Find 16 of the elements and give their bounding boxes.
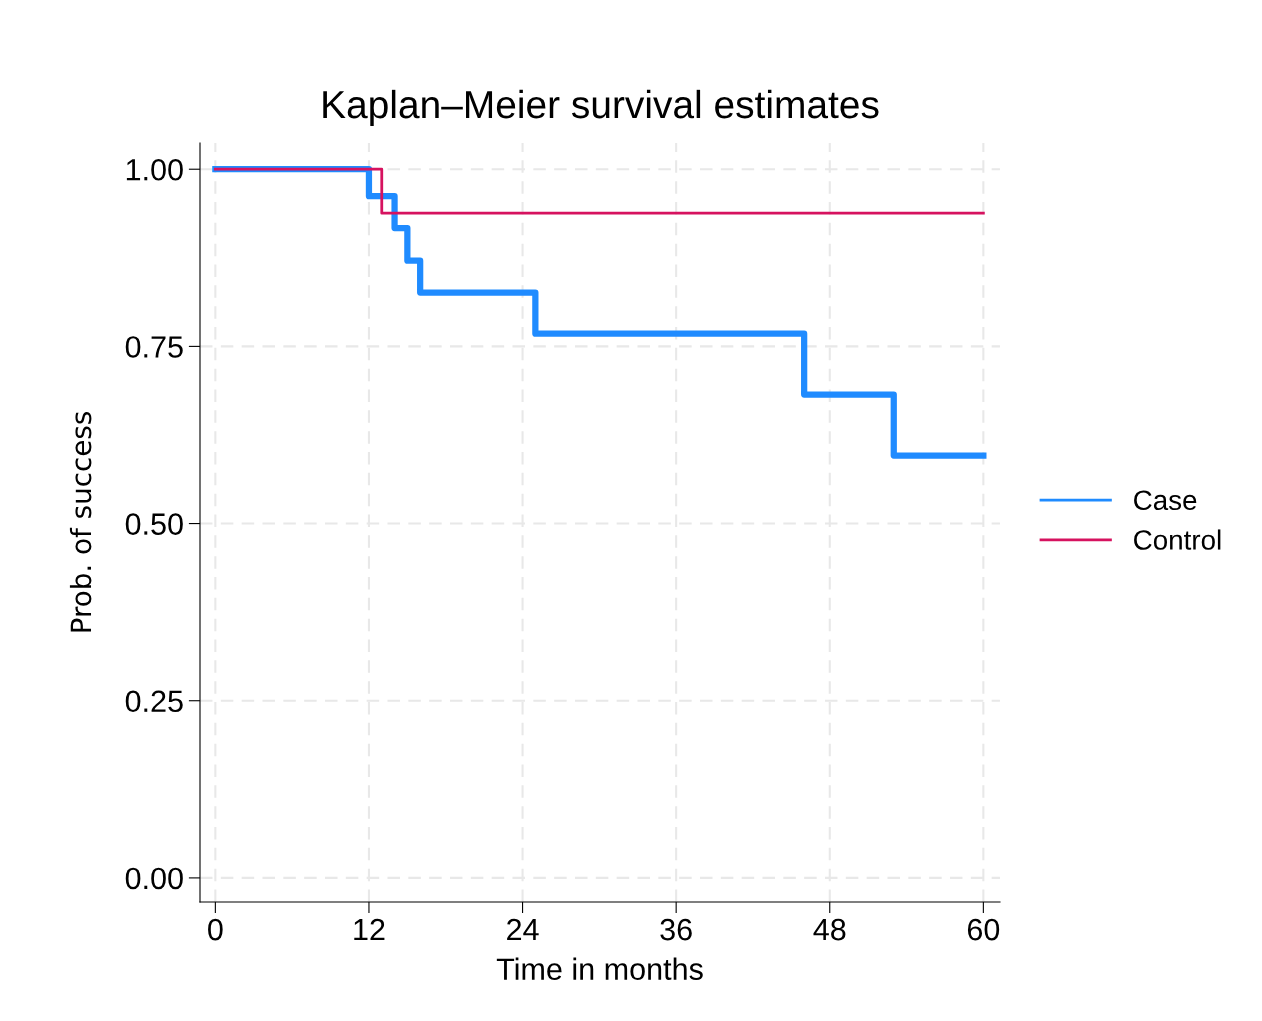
y-tick-label: 0.00 xyxy=(125,867,183,890)
x-tick-label: 60 xyxy=(967,918,1000,941)
x-tick-label: 48 xyxy=(813,918,846,941)
legend-label: Control xyxy=(1134,529,1221,550)
y-tick-label: 0.50 xyxy=(125,513,183,535)
y-axis-title: Prob. of success xyxy=(69,412,92,632)
x-tick-label: 12 xyxy=(354,918,385,941)
x-axis-title: Time in months xyxy=(496,957,703,981)
y-tick-label: 0.25 xyxy=(125,690,183,713)
legend-label: Case xyxy=(1134,490,1197,511)
x-tick-label: 24 xyxy=(507,918,539,941)
x-tick-label: 0 xyxy=(208,918,223,941)
chart-title: Kaplan–Meier survival estimates xyxy=(323,89,879,127)
y-tick-label: 1.00 xyxy=(126,158,183,181)
x-tick-label: 36 xyxy=(660,918,692,941)
y-tick-label: 0.75 xyxy=(125,336,183,358)
